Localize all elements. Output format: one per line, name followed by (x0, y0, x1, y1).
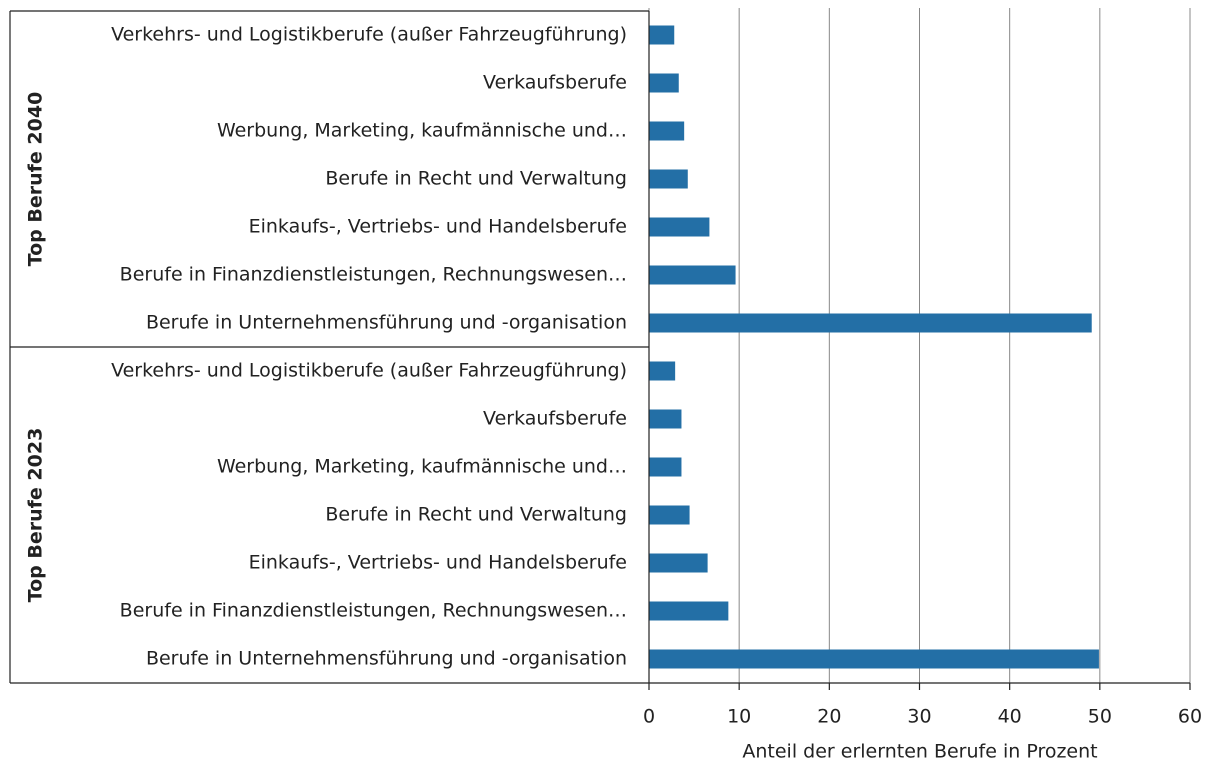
x-tick-label: 20 (817, 706, 841, 728)
x-axis-label: Anteil der erlernten Berufe in Prozent (742, 741, 1097, 763)
x-tick-label: 60 (1178, 706, 1202, 728)
y-tick-label: Berufe in Finanzdienstleistungen, Rechnu… (120, 264, 627, 286)
y-tick-label: Verkehrs- und Logistikberufe (außer Fahr… (111, 360, 627, 382)
group-label: Top Berufe 2040 (25, 92, 47, 267)
bar (649, 169, 688, 189)
bar (649, 601, 729, 621)
bar (649, 25, 675, 45)
bar (649, 361, 676, 381)
y-tick-label: Berufe in Unternehmensführung und -organ… (146, 312, 627, 334)
y-tick-label: Werbung, Marketing, kaufmännische und… (217, 456, 627, 478)
bar (649, 121, 685, 141)
y-tick-label: Verkaufsberufe (483, 72, 627, 94)
x-tick-label: 10 (727, 706, 751, 728)
bar (649, 649, 1099, 669)
y-tick-label: Einkaufs-, Vertriebs- und Handelsberufe (249, 216, 627, 238)
x-tick-label: 0 (643, 706, 655, 728)
y-tick-label: Berufe in Recht und Verwaltung (325, 168, 627, 190)
y-tick-label: Werbung, Marketing, kaufmännische und… (217, 120, 627, 142)
bar (649, 73, 679, 93)
y-tick-label: Verkaufsberufe (483, 408, 627, 430)
bar (649, 505, 690, 525)
group-label: Top Berufe 2023 (25, 428, 47, 603)
y-tick-label: Berufe in Unternehmensführung und -organ… (146, 648, 627, 670)
bar (649, 313, 1092, 333)
x-tick-label: 40 (998, 706, 1022, 728)
x-tick-label: 50 (1088, 706, 1112, 728)
y-tick-label: Berufe in Finanzdienstleistungen, Rechnu… (120, 600, 627, 622)
bar (649, 457, 682, 477)
bar (649, 265, 736, 285)
bar (649, 217, 710, 237)
y-tick-label: Berufe in Recht und Verwaltung (325, 504, 627, 526)
y-tick-label: Verkehrs- und Logistikberufe (außer Fahr… (111, 24, 627, 46)
bar (649, 553, 708, 573)
y-tick-label: Einkaufs-, Vertriebs- und Handelsberufe (249, 552, 627, 574)
bar (649, 409, 682, 429)
x-tick-label: 30 (907, 706, 931, 728)
